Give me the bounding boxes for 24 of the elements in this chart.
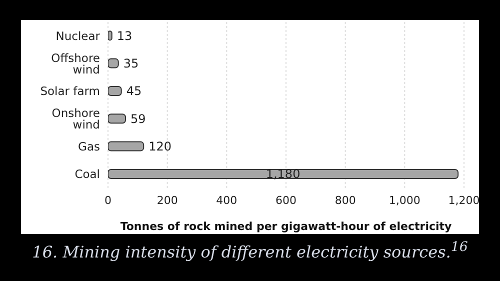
x-tick-label: 800 xyxy=(334,194,356,207)
bar xyxy=(108,168,459,179)
data-label: 120 xyxy=(148,139,172,154)
y-tick-label: Solar farm xyxy=(40,84,100,98)
y-tick-label: Offshore wind xyxy=(51,50,100,76)
bar xyxy=(108,141,144,152)
x-axis-title: Tonnes of rock mined per gigawatt-hour of electricity xyxy=(120,220,452,233)
y-tick-label: Gas xyxy=(78,140,100,154)
data-label: 1,180 xyxy=(266,167,300,182)
x-tick-label: 0 xyxy=(104,194,112,207)
y-tick-label: Coal xyxy=(74,167,100,182)
x-tick-label: 1,200 xyxy=(448,194,480,207)
data-label: 13 xyxy=(116,28,132,43)
x-tick-label: 400 xyxy=(216,194,238,207)
data-label: 45 xyxy=(126,84,142,98)
data-label: 59 xyxy=(130,112,146,126)
bar xyxy=(108,114,126,124)
x-tick-label: 200 xyxy=(156,194,178,207)
y-tick-label: Nuclear xyxy=(56,28,100,43)
x-tick-label: 600 xyxy=(276,194,296,207)
y-tick-label: Onshore wind xyxy=(52,106,100,132)
text: 16. Mining intensity of different electricity sources.$^{16}$ xyxy=(31,240,469,262)
x-tick-label: 1,000 xyxy=(388,194,420,207)
data-label: 35 xyxy=(123,56,139,70)
